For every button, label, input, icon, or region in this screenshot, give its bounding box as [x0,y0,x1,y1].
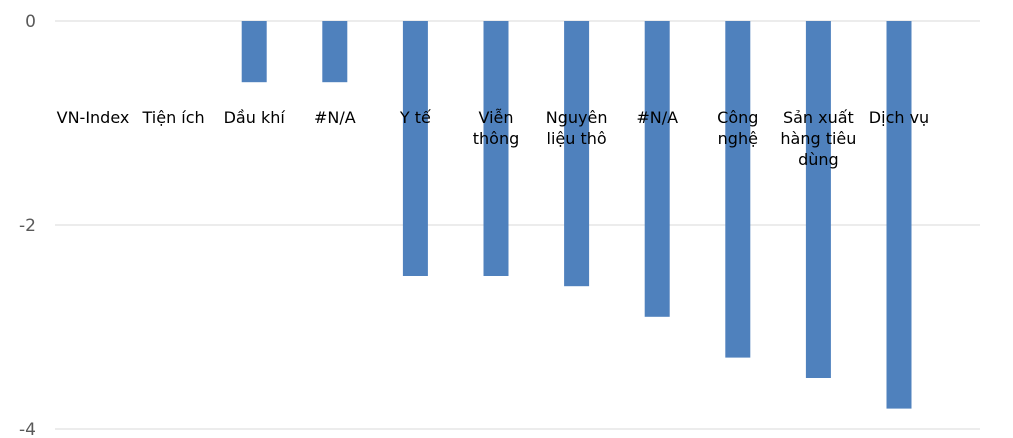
category-label: Công nghệ [717,108,758,148]
category-label-line: Viễn [478,108,513,127]
category-label: VN-Index [57,108,130,127]
category-label-line: thông [473,129,520,148]
bar [564,21,590,287]
bar [241,21,267,83]
category-label-line: Dầu khí [224,108,286,127]
category-label-line: #N/A [314,108,356,127]
y-tick-label: -4 [19,420,36,438]
bar [725,21,751,358]
category-label: Y tế [399,108,431,127]
category-label-line: #N/A [636,108,678,127]
category-label: Nguyên liệu thô [546,108,608,148]
bar [483,21,509,276]
category-label: #N/A [636,108,678,127]
bar [805,21,831,378]
category-label-line: Y tế [399,108,431,127]
category-labels: VN-Index Tiện ích Dầu khí #N/A Y tế Viễn thông… [57,108,930,169]
category-label: #N/A [314,108,356,127]
category-label-line: Nguyên [546,108,608,127]
category-label-line: Tiện ích [142,108,205,127]
category-label: Sản xuất hàng tiêu dùng [780,108,856,169]
bar [886,21,912,409]
gridlines [55,20,980,430]
category-label-line: Sản xuất [783,108,854,127]
y-tick-label: -2 [19,216,36,236]
y-tick-label: 0 [25,12,36,32]
bar [322,21,348,83]
category-label-line: Công [717,108,758,127]
bars [241,21,912,409]
y-axis-tick-labels: 0 -2 -4 [19,12,36,438]
category-label-line: VN-Index [57,108,130,127]
category-label: Viễn thông [473,108,520,148]
bar [402,21,428,276]
bar [644,21,670,317]
category-label-line: Dịch vụ [869,108,929,127]
category-label-line: liệu thô [547,129,607,148]
category-label-line: dùng [798,150,839,169]
category-label: Dầu khí [224,108,286,127]
category-label-line: hàng tiêu [780,129,856,148]
category-label: Dịch vụ [869,108,929,127]
category-label: Tiện ích [142,108,205,127]
category-label-line: nghệ [718,129,758,148]
